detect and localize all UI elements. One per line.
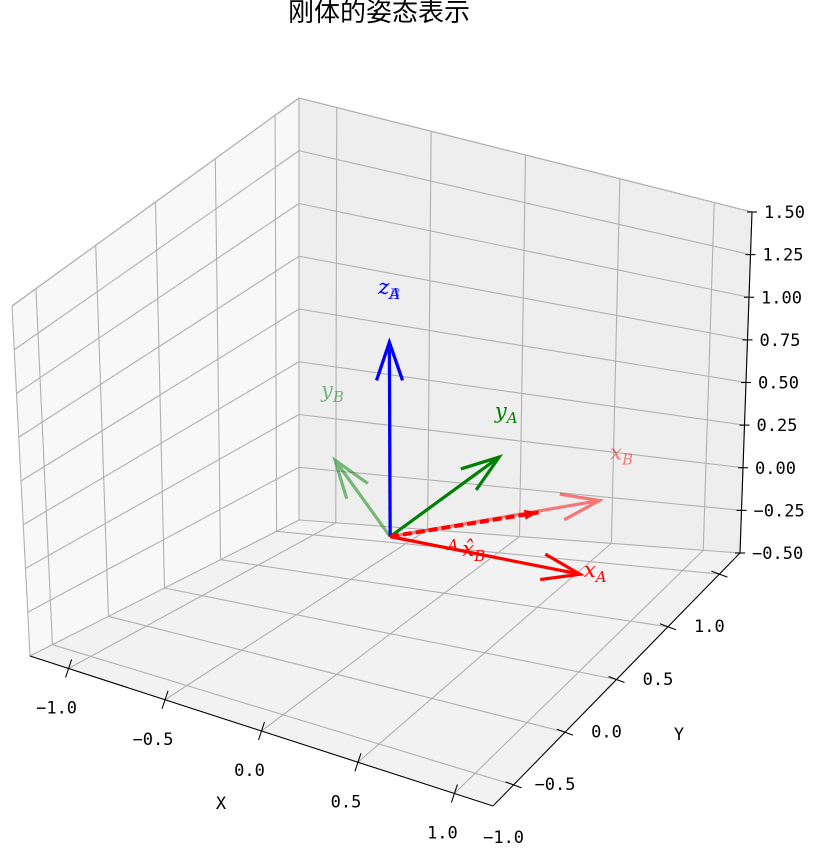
floor-gridline-y: [276, 530, 720, 575]
y-tick-label: 0.0: [591, 723, 622, 743]
vector-label: xB: [610, 440, 633, 468]
y-tick-mark: [659, 623, 677, 631]
y-tick-mark: [505, 781, 522, 789]
z-tick-label: 1.50: [764, 203, 805, 223]
vector-labels: xA yA zA xB yB zB A x̂B: [320, 275, 633, 586]
vector-shaft: [389, 510, 539, 539]
left-gridline-z: [20, 308, 300, 482]
z-tick-label: 0.25: [757, 416, 798, 436]
vector-head: [540, 552, 585, 582]
x-tick-mark: [354, 753, 362, 772]
y-tick-mark: [608, 675, 625, 684]
x-tick-label: 1.0: [427, 824, 458, 844]
left-gridline-z: [29, 519, 300, 657]
z-tick-label: 1.00: [761, 288, 802, 308]
x-tick-label: −1.0: [36, 699, 77, 719]
axis-panes: [12, 98, 752, 806]
z-tick-label: −0.50: [752, 544, 803, 564]
vector-head: [375, 337, 405, 381]
left-gridline-z: [25, 414, 300, 569]
vector-head: [559, 492, 605, 522]
vector-x-a: [389, 535, 585, 582]
vector-shaft: [389, 455, 501, 538]
x-tick-mark: [161, 690, 169, 709]
back-pane: [299, 98, 752, 553]
left-gridline-z: [22, 361, 300, 526]
z-tick-label: 0.50: [758, 374, 799, 394]
vector-a-xb-hat: [389, 509, 539, 539]
pane-edge: [11, 97, 300, 307]
vector-y-a: [389, 454, 504, 538]
y-tick-label: 1.0: [694, 617, 725, 637]
vector-arrows: [332, 337, 605, 582]
vector-label: yA: [494, 399, 518, 427]
back-gridline-z: [298, 255, 748, 341]
vector-y-b: [332, 456, 392, 538]
vector-shaft: [333, 459, 392, 538]
vector-z-b: [375, 337, 405, 537]
x-tick-label: 0.5: [331, 792, 362, 812]
y-tick-mark: [711, 570, 728, 578]
floor-gridline-y: [52, 644, 514, 786]
vector-head: [523, 509, 539, 520]
vector-label: yB: [320, 378, 344, 406]
left-gridline-z: [16, 203, 300, 394]
back-gridline-z: [298, 308, 747, 384]
y-tick-mark: [556, 728, 574, 736]
chart-title: 刚体的姿态表示: [288, 0, 470, 28]
vector-label: zB: [377, 275, 400, 303]
x-tick-label: 0.0: [234, 761, 265, 781]
x-tick-label: −0.5: [133, 730, 174, 750]
vector-shaft: [389, 535, 581, 576]
vector-label: zA: [377, 275, 400, 303]
floor-gridline-y: [108, 615, 566, 733]
left-gridline-z: [13, 150, 300, 351]
back-gridline-z: [298, 519, 741, 554]
left-pane: [12, 98, 299, 656]
back-gridline-z: [298, 413, 744, 469]
vector-label: xA: [584, 558, 607, 586]
floor-gridline-y: [164, 587, 617, 681]
left-gridline-z: [27, 466, 300, 613]
x-tick-mark: [65, 659, 73, 678]
pane-edge: [298, 97, 753, 213]
left-gridline-z: [18, 255, 300, 438]
back-gridline-z: [298, 361, 745, 426]
y-tick-label: −0.5: [535, 775, 576, 795]
back-gridline-z: [298, 150, 751, 256]
tick-labels: −1.0 −0.5 0.0 0.5 1.0 −1.0 −0.5 0.0 0.5 1.0 −0.50 −…: [36, 203, 805, 848]
x-tick-mark: [257, 721, 266, 741]
x-axis-label: X: [216, 794, 227, 814]
vector-head: [460, 454, 504, 491]
x-tick-mark: [450, 784, 458, 803]
floor-gridline-y: [220, 559, 669, 628]
y-tick-label: −1.0: [483, 828, 524, 848]
vector-head: [332, 456, 369, 500]
y-tick-label: 0.5: [643, 670, 674, 690]
axis-lines: [29, 211, 757, 807]
back-gridline-z: [298, 466, 742, 511]
back-gridline-z: [298, 202, 750, 298]
vector-shaft: [387, 342, 392, 537]
z-tick-label: 0.00: [755, 459, 796, 479]
y-axis-label: Y: [674, 725, 684, 745]
z-tick-label: 0.75: [760, 331, 801, 351]
z-tick-label: 1.25: [763, 246, 804, 266]
z-tick-label: −0.25: [754, 501, 805, 521]
pane-edge: [11, 305, 31, 657]
